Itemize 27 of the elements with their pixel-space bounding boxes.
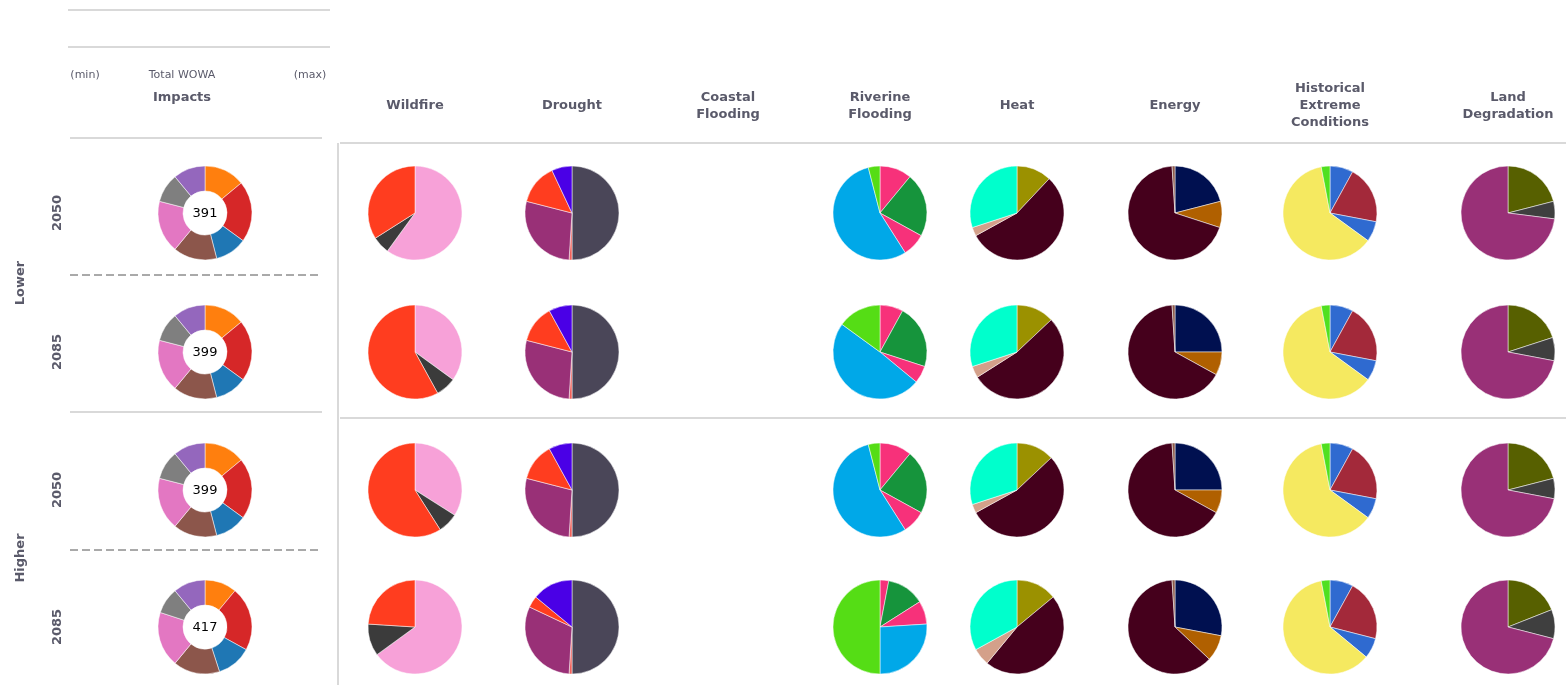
text: Total WOWA <box>147 68 216 81</box>
text: 2085 <box>49 333 64 371</box>
text: 2050 <box>49 471 64 509</box>
text: Impacts <box>152 89 212 104</box>
text: Drought <box>541 97 603 112</box>
text: Heat <box>999 97 1035 112</box>
pie-slice <box>1460 442 1555 538</box>
text: Higher <box>12 532 27 583</box>
text: 391 <box>192 205 218 220</box>
text: Coastal Flooding <box>696 88 760 121</box>
pie-slice <box>1460 579 1554 675</box>
text: Wildfire <box>386 97 444 112</box>
pie-slice <box>1127 165 1220 261</box>
text: Riverine Flooding <box>848 88 912 121</box>
text: 2050 <box>49 194 64 232</box>
text: Historical Extreme Conditions <box>1290 80 1370 129</box>
text: 417 <box>192 619 218 634</box>
text: 399 <box>192 482 218 497</box>
text: 399 <box>192 344 218 359</box>
text: Energy <box>1149 97 1202 112</box>
pie-slice <box>1460 304 1555 400</box>
text: (min) <box>70 68 100 81</box>
text: (max) <box>293 68 327 81</box>
pie-slice <box>1460 165 1555 261</box>
text: 2085 <box>49 608 64 646</box>
text: Lower <box>12 260 27 306</box>
text: Land Degradation <box>1462 88 1554 121</box>
